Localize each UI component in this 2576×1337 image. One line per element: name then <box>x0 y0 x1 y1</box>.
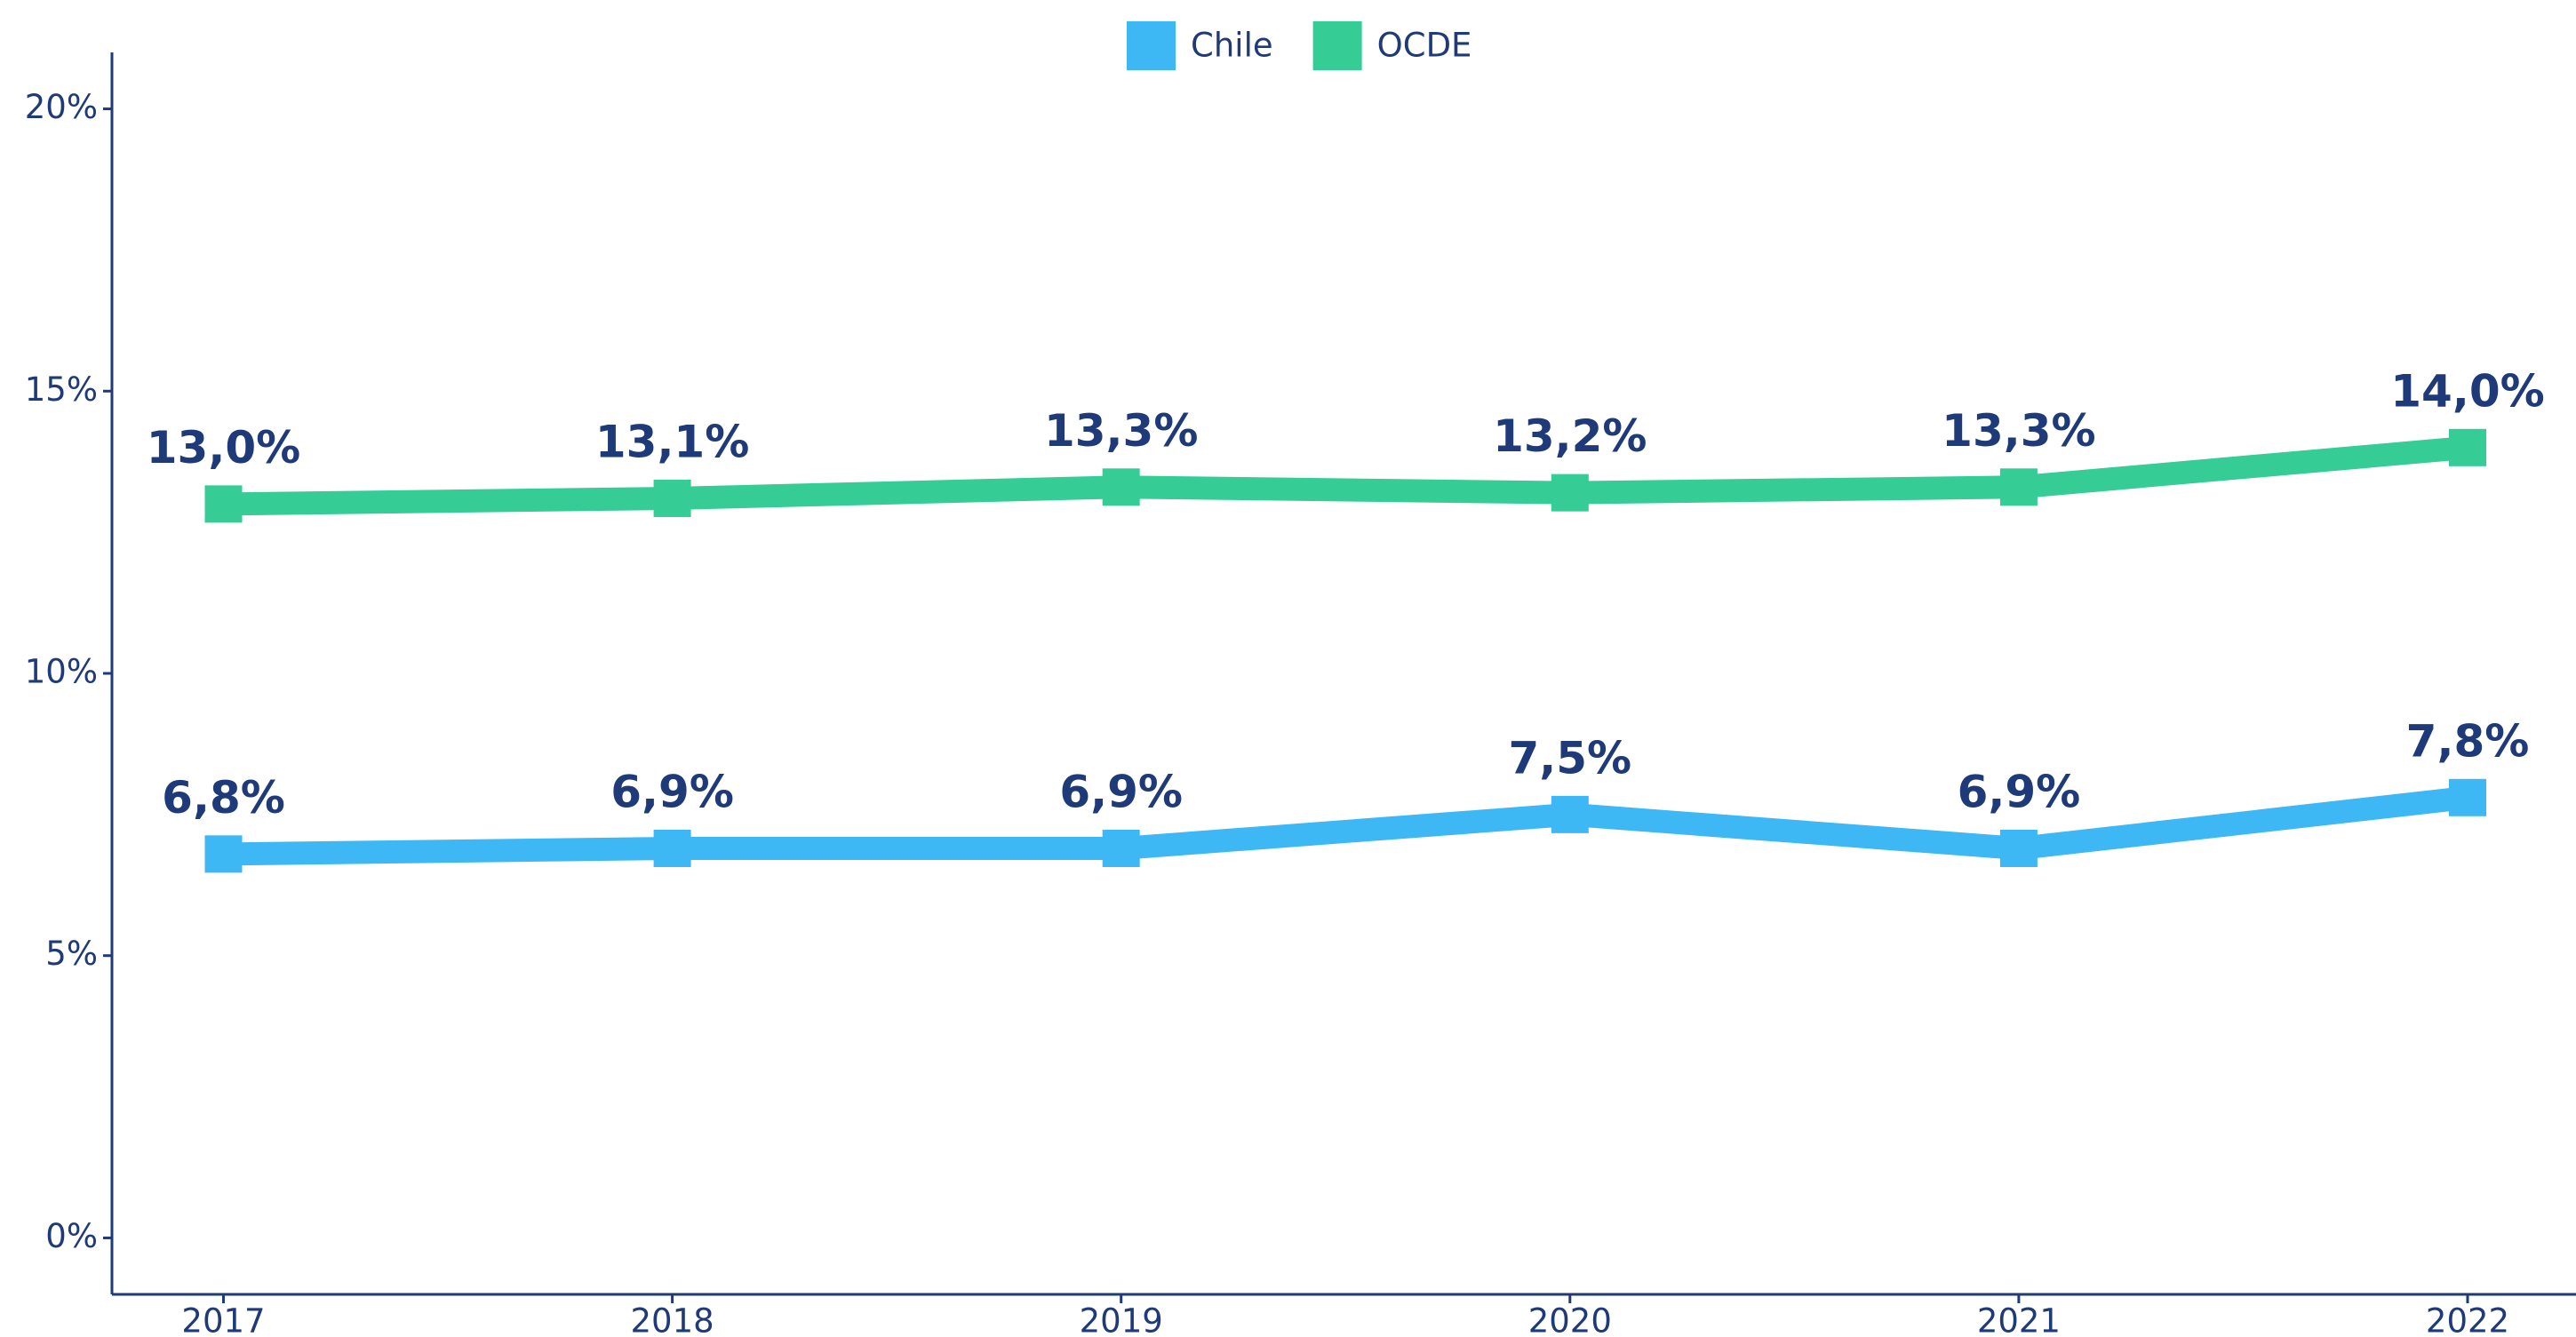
data-label: 13,3% <box>1942 405 2095 457</box>
marker <box>653 480 691 518</box>
marker <box>204 485 243 523</box>
x-tick-label: 2019 <box>1080 1302 1163 1337</box>
data-label: 6,9% <box>1059 766 1183 817</box>
y-tick-label: 5% <box>45 935 98 973</box>
legend-label: OCDE <box>1377 27 1472 65</box>
marker <box>1551 795 1589 833</box>
marker <box>1102 468 1140 506</box>
x-tick-label: 2018 <box>631 1302 714 1337</box>
marker <box>2449 778 2486 816</box>
data-label: 6,9% <box>610 766 734 817</box>
x-tick-label: 2022 <box>2426 1302 2509 1337</box>
marker <box>1999 829 2038 867</box>
data-label: 14,0% <box>2390 365 2544 417</box>
x-tick-label: 2020 <box>1528 1302 1612 1337</box>
legend-label: Chile <box>1191 27 1273 65</box>
y-tick-label: 10% <box>25 653 98 691</box>
marker <box>1999 468 2038 506</box>
marker <box>1551 474 1589 512</box>
series-line <box>223 435 2469 516</box>
marker <box>1102 829 1140 867</box>
data-label: 7,8% <box>2406 715 2530 767</box>
marker <box>2449 428 2486 466</box>
series-line <box>223 785 2469 866</box>
legend-swatch <box>1312 21 1362 70</box>
x-tick-label: 2021 <box>1977 1302 2061 1337</box>
y-tick-label: 15% <box>25 370 98 409</box>
marker <box>204 835 243 873</box>
data-label: 13,1% <box>595 417 749 468</box>
data-label: 13,2% <box>1493 410 1647 462</box>
data-label: 13,3% <box>1044 405 1198 457</box>
x-tick-label: 2017 <box>181 1302 265 1337</box>
data-label: 6,8% <box>162 772 285 824</box>
data-label: 13,0% <box>147 422 300 474</box>
data-label: 7,5% <box>1508 732 1631 784</box>
legend-swatch <box>1127 21 1176 70</box>
y-tick-label: 20% <box>25 88 98 126</box>
marker <box>653 829 691 867</box>
y-tick-label: 0% <box>45 1217 98 1255</box>
data-label: 6,9% <box>1958 766 2081 817</box>
